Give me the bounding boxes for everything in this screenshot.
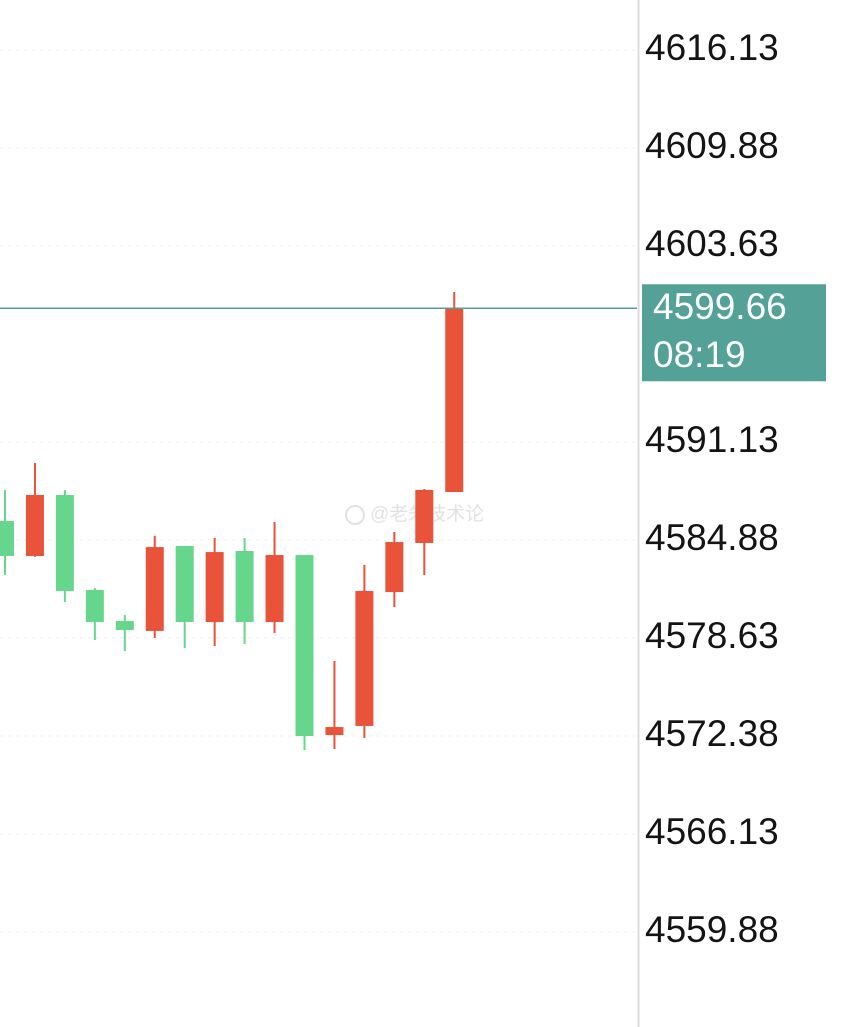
y-tick-label: 4559.88 <box>645 909 779 950</box>
last-price-box <box>642 284 826 382</box>
candle <box>55 489 74 602</box>
candle <box>85 587 104 641</box>
candle-body <box>115 621 134 630</box>
candle-body <box>325 727 344 736</box>
candle <box>175 545 194 649</box>
candle <box>265 521 284 633</box>
last-price-label: 4599.66 <box>653 286 787 327</box>
candle <box>25 463 44 557</box>
candle-body <box>55 494 74 591</box>
y-tick-label: 4572.38 <box>645 713 779 754</box>
candle-body <box>355 590 374 726</box>
candle-body <box>0 521 14 556</box>
candle <box>145 535 164 638</box>
candle-body <box>235 550 254 623</box>
candle-body <box>85 590 104 623</box>
candle-body <box>205 552 224 623</box>
candle-body <box>145 547 164 631</box>
candle <box>235 537 254 644</box>
y-tick-label: 4609.88 <box>645 125 779 166</box>
candle-body <box>415 489 434 543</box>
candle <box>295 555 314 750</box>
candle-body <box>265 555 284 623</box>
candle-body <box>445 308 464 493</box>
candle <box>415 489 434 575</box>
last-price-time: 08:19 <box>653 334 746 375</box>
candle <box>445 291 464 493</box>
candle-body <box>295 555 314 736</box>
y-tick-label: 4566.13 <box>645 811 779 852</box>
y-tick-label: 4603.63 <box>645 223 779 264</box>
candle <box>325 661 344 750</box>
candle-body <box>25 494 44 556</box>
y-tick-label: 4584.88 <box>645 517 779 558</box>
y-tick-label: 4591.13 <box>645 419 779 460</box>
candle <box>385 532 404 607</box>
candle <box>355 564 374 739</box>
watermark-icon <box>345 505 365 525</box>
candle-body <box>175 545 194 623</box>
candle <box>0 489 14 575</box>
candle <box>205 537 224 646</box>
y-tick-label: 4616.13 <box>645 27 779 68</box>
candle-body <box>385 542 404 593</box>
candle <box>115 614 134 652</box>
y-tick-label: 4578.63 <box>645 615 779 656</box>
